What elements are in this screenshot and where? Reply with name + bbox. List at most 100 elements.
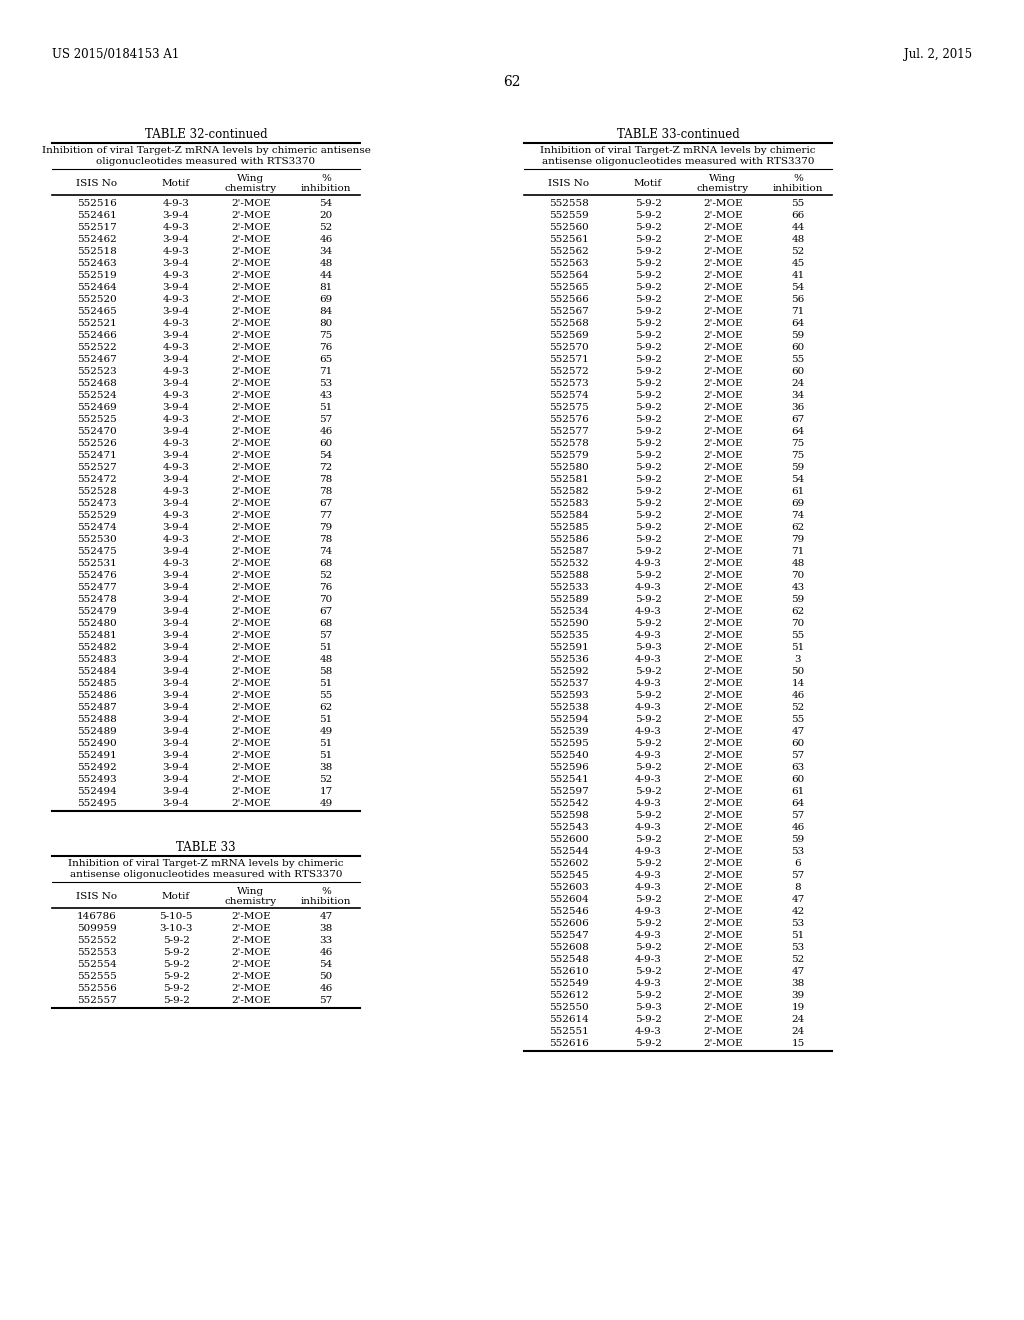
Text: 2'-MOE: 2'-MOE bbox=[231, 440, 270, 447]
Text: 552463: 552463 bbox=[77, 259, 117, 268]
Text: 552461: 552461 bbox=[77, 211, 117, 220]
Text: 552566: 552566 bbox=[549, 294, 589, 304]
Text: 2'-MOE: 2'-MOE bbox=[703, 619, 742, 628]
Text: 5-9-2: 5-9-2 bbox=[635, 1015, 662, 1024]
Text: 2'-MOE: 2'-MOE bbox=[231, 414, 270, 424]
Text: 552539: 552539 bbox=[549, 727, 589, 737]
Text: 78: 78 bbox=[319, 487, 333, 496]
Text: 2'-MOE: 2'-MOE bbox=[231, 294, 270, 304]
Text: 552595: 552595 bbox=[549, 739, 589, 748]
Text: 2'-MOE: 2'-MOE bbox=[703, 763, 742, 772]
Text: 3-9-4: 3-9-4 bbox=[163, 523, 189, 532]
Text: 552487: 552487 bbox=[77, 704, 117, 711]
Text: 2'-MOE: 2'-MOE bbox=[703, 704, 742, 711]
Text: TABLE 33-continued: TABLE 33-continued bbox=[616, 128, 739, 141]
Text: chemistry: chemistry bbox=[225, 183, 278, 193]
Text: 552551: 552551 bbox=[549, 1027, 589, 1036]
Text: 4-9-3: 4-9-3 bbox=[163, 535, 189, 544]
Text: 43: 43 bbox=[792, 583, 805, 591]
Text: 552580: 552580 bbox=[549, 463, 589, 473]
Text: 3-9-4: 3-9-4 bbox=[163, 667, 189, 676]
Text: 2'-MOE: 2'-MOE bbox=[703, 822, 742, 832]
Text: 5-9-2: 5-9-2 bbox=[635, 667, 662, 676]
Text: 552533: 552533 bbox=[549, 583, 589, 591]
Text: 2'-MOE: 2'-MOE bbox=[703, 546, 742, 556]
Text: 53: 53 bbox=[792, 942, 805, 952]
Text: 2'-MOE: 2'-MOE bbox=[231, 499, 270, 508]
Text: 552525: 552525 bbox=[77, 414, 117, 424]
Text: 5-9-2: 5-9-2 bbox=[635, 391, 662, 400]
Text: 52: 52 bbox=[792, 247, 805, 256]
Text: 59: 59 bbox=[792, 463, 805, 473]
Text: 67: 67 bbox=[792, 414, 805, 424]
Text: 3-9-4: 3-9-4 bbox=[163, 727, 189, 737]
Text: 2'-MOE: 2'-MOE bbox=[703, 931, 742, 940]
Text: 552521: 552521 bbox=[77, 319, 117, 327]
Text: 4-9-3: 4-9-3 bbox=[163, 440, 189, 447]
Text: 2'-MOE: 2'-MOE bbox=[703, 355, 742, 364]
Text: 552586: 552586 bbox=[549, 535, 589, 544]
Text: 2'-MOE: 2'-MOE bbox=[231, 690, 270, 700]
Text: 2'-MOE: 2'-MOE bbox=[231, 426, 270, 436]
Text: 38: 38 bbox=[792, 979, 805, 987]
Text: Wing: Wing bbox=[238, 174, 264, 183]
Text: 2'-MOE: 2'-MOE bbox=[703, 426, 742, 436]
Text: 552576: 552576 bbox=[549, 414, 589, 424]
Text: 552552: 552552 bbox=[77, 936, 117, 945]
Text: 552516: 552516 bbox=[77, 199, 117, 209]
Text: 4-9-3: 4-9-3 bbox=[163, 294, 189, 304]
Text: 2'-MOE: 2'-MOE bbox=[231, 715, 270, 723]
Text: 2'-MOE: 2'-MOE bbox=[703, 775, 742, 784]
Text: 5-9-2: 5-9-2 bbox=[635, 859, 662, 869]
Text: 3-9-4: 3-9-4 bbox=[163, 619, 189, 628]
Text: 51: 51 bbox=[319, 678, 333, 688]
Text: 2'-MOE: 2'-MOE bbox=[703, 968, 742, 975]
Text: 2'-MOE: 2'-MOE bbox=[703, 643, 742, 652]
Text: 2'-MOE: 2'-MOE bbox=[231, 379, 270, 388]
Text: 2'-MOE: 2'-MOE bbox=[231, 775, 270, 784]
Text: 55: 55 bbox=[792, 715, 805, 723]
Text: 2'-MOE: 2'-MOE bbox=[231, 343, 270, 352]
Text: 47: 47 bbox=[792, 727, 805, 737]
Text: 552567: 552567 bbox=[549, 308, 589, 315]
Text: 552549: 552549 bbox=[549, 979, 589, 987]
Text: 54: 54 bbox=[319, 451, 333, 459]
Text: chemistry: chemistry bbox=[697, 183, 750, 193]
Text: 58: 58 bbox=[319, 667, 333, 676]
Text: 5-9-2: 5-9-2 bbox=[163, 936, 189, 945]
Text: 5-9-2: 5-9-2 bbox=[635, 211, 662, 220]
Text: 552517: 552517 bbox=[77, 223, 117, 232]
Text: 65: 65 bbox=[319, 355, 333, 364]
Text: 5-9-2: 5-9-2 bbox=[635, 535, 662, 544]
Text: 5-9-3: 5-9-3 bbox=[635, 643, 662, 652]
Text: 552582: 552582 bbox=[549, 487, 589, 496]
Text: 2'-MOE: 2'-MOE bbox=[703, 440, 742, 447]
Text: 19: 19 bbox=[792, 1003, 805, 1012]
Text: ISIS No: ISIS No bbox=[77, 892, 118, 902]
Text: 5-9-3: 5-9-3 bbox=[635, 1003, 662, 1012]
Text: 3-9-4: 3-9-4 bbox=[163, 690, 189, 700]
Text: 3-9-4: 3-9-4 bbox=[163, 799, 189, 808]
Text: 2'-MOE: 2'-MOE bbox=[231, 936, 270, 945]
Text: 50: 50 bbox=[319, 972, 333, 981]
Text: 3-9-4: 3-9-4 bbox=[163, 572, 189, 579]
Text: 552532: 552532 bbox=[549, 558, 589, 568]
Text: 3-9-4: 3-9-4 bbox=[163, 763, 189, 772]
Text: 2'-MOE: 2'-MOE bbox=[231, 319, 270, 327]
Text: 552554: 552554 bbox=[77, 960, 117, 969]
Text: 552564: 552564 bbox=[549, 271, 589, 280]
Text: 5-9-2: 5-9-2 bbox=[635, 895, 662, 904]
Text: 2'-MOE: 2'-MOE bbox=[231, 331, 270, 341]
Text: 552466: 552466 bbox=[77, 331, 117, 341]
Text: 2'-MOE: 2'-MOE bbox=[703, 727, 742, 737]
Text: 68: 68 bbox=[319, 619, 333, 628]
Text: 46: 46 bbox=[792, 822, 805, 832]
Text: ISIS No: ISIS No bbox=[77, 180, 118, 187]
Text: 552598: 552598 bbox=[549, 810, 589, 820]
Text: 552550: 552550 bbox=[549, 1003, 589, 1012]
Text: 46: 46 bbox=[319, 983, 333, 993]
Text: 3-9-4: 3-9-4 bbox=[163, 595, 189, 605]
Text: 61: 61 bbox=[792, 487, 805, 496]
Text: Motif: Motif bbox=[162, 180, 190, 187]
Text: 47: 47 bbox=[792, 968, 805, 975]
